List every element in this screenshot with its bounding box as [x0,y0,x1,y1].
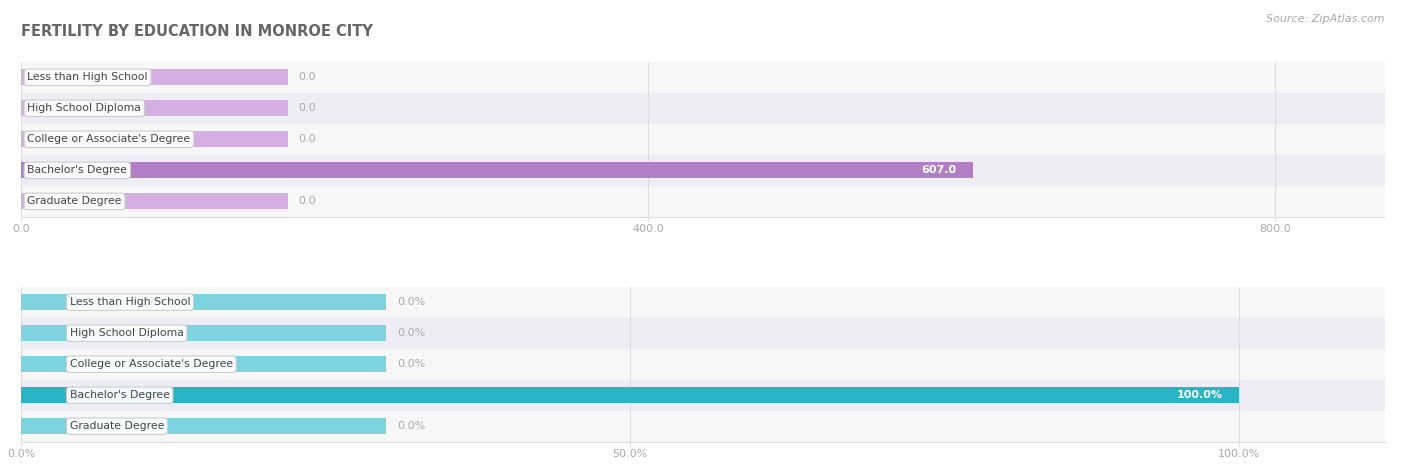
Bar [21,155,1385,186]
Text: Graduate Degree: Graduate Degree [70,421,165,431]
Bar [21,162,973,179]
Bar [21,387,1239,403]
Text: High School Diploma: High School Diploma [27,103,141,113]
Text: Bachelor's Degree: Bachelor's Degree [27,165,127,175]
Bar [21,411,1385,442]
Bar [21,325,387,341]
Text: College or Associate's Degree: College or Associate's Degree [27,134,190,144]
Text: 100.0%: 100.0% [1177,390,1222,400]
Text: 0.0: 0.0 [298,103,316,113]
Text: Bachelor's Degree: Bachelor's Degree [70,390,170,400]
Bar [21,93,1385,124]
Text: Graduate Degree: Graduate Degree [27,196,122,206]
Bar [21,380,1385,411]
Text: 0.0: 0.0 [298,134,316,144]
Text: 0.0%: 0.0% [398,359,426,369]
Text: Less than High School: Less than High School [70,297,190,307]
Bar [21,193,288,209]
Bar [21,318,1385,349]
Text: 0.0%: 0.0% [398,421,426,431]
Bar [21,294,387,310]
Bar [21,131,288,147]
Text: 0.0: 0.0 [298,196,316,206]
Bar [21,124,1385,155]
Bar [21,286,1385,318]
Bar [21,356,387,372]
Text: 607.0: 607.0 [921,165,956,175]
Text: College or Associate's Degree: College or Associate's Degree [70,359,233,369]
Text: Less than High School: Less than High School [27,72,148,82]
Text: 0.0: 0.0 [298,72,316,82]
Bar [21,62,1385,93]
Text: High School Diploma: High School Diploma [70,328,184,338]
Text: Source: ZipAtlas.com: Source: ZipAtlas.com [1267,14,1385,24]
Bar [21,69,288,86]
Bar [21,418,387,434]
Bar [21,100,288,116]
Text: 0.0%: 0.0% [398,328,426,338]
Bar [21,186,1385,217]
Text: 0.0%: 0.0% [398,297,426,307]
Bar [21,349,1385,380]
Text: FERTILITY BY EDUCATION IN MONROE CITY: FERTILITY BY EDUCATION IN MONROE CITY [21,24,373,39]
